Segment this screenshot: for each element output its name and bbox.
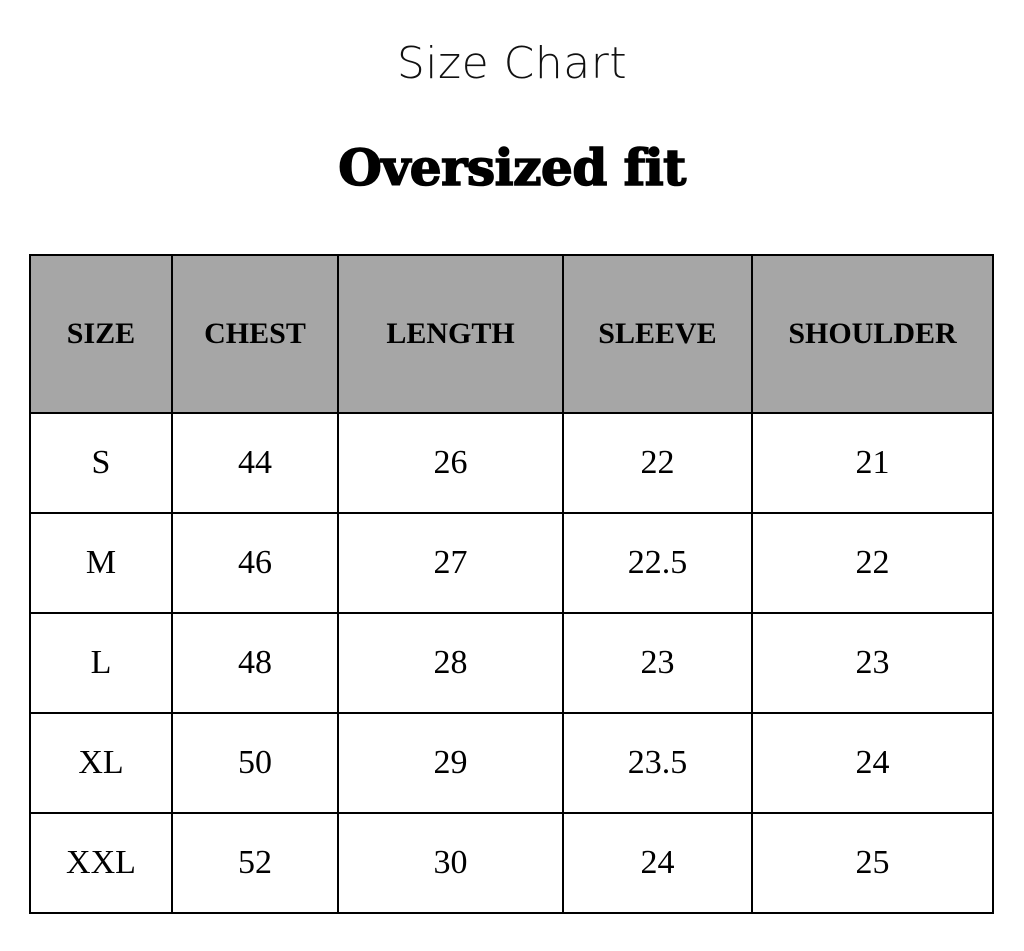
cell-shoulder: 25 (751, 812, 994, 914)
cell-chest: 46 (171, 512, 339, 614)
table-row: L 48 28 23 23 (29, 612, 994, 714)
cell-shoulder: 23 (751, 612, 994, 714)
page-title: Size Chart (396, 38, 628, 89)
table-row: M 46 27 22.5 22 (29, 512, 994, 614)
header-row: SIZE CHEST LENGTH SLEEVE SHOULDER (29, 254, 994, 414)
header-length: LENGTH (337, 254, 564, 414)
header-shoulder: SHOULDER (751, 254, 994, 414)
cell-length: 30 (337, 812, 564, 914)
table-row: S 44 26 22 21 (29, 412, 994, 514)
cell-size: XL (29, 712, 173, 814)
cell-size: S (29, 412, 173, 514)
table-row: XL 50 29 23.5 24 (29, 712, 994, 814)
header-size: SIZE (29, 254, 173, 414)
cell-chest: 48 (171, 612, 339, 714)
cell-sleeve: 22 (562, 412, 753, 514)
cell-shoulder: 24 (751, 712, 994, 814)
cell-sleeve: 24 (562, 812, 753, 914)
cell-length: 26 (337, 412, 564, 514)
cell-size: XXL (29, 812, 173, 914)
cell-sleeve: 22.5 (562, 512, 753, 614)
cell-size: M (29, 512, 173, 614)
cell-length: 27 (337, 512, 564, 614)
cell-size: L (29, 612, 173, 714)
cell-length: 28 (337, 612, 564, 714)
cell-sleeve: 23.5 (562, 712, 753, 814)
cell-chest: 44 (171, 412, 339, 514)
cell-length: 29 (337, 712, 564, 814)
table-row: XXL 52 30 24 25 (29, 812, 994, 914)
cell-shoulder: 22 (751, 512, 994, 614)
header-chest: CHEST (171, 254, 339, 414)
cell-shoulder: 21 (751, 412, 994, 514)
cell-chest: 50 (171, 712, 339, 814)
cell-chest: 52 (171, 812, 339, 914)
header-sleeve: SLEEVE (562, 254, 753, 414)
size-chart-table: SIZE CHEST LENGTH SLEEVE SHOULDER S 44 26 2… (29, 254, 994, 914)
fit-subtitle: Oversized fit (337, 137, 687, 198)
cell-sleeve: 23 (562, 612, 753, 714)
